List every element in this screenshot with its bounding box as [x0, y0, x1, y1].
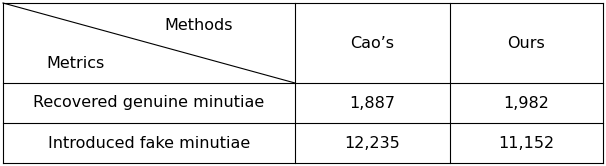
Text: Ours: Ours [508, 36, 545, 50]
Text: 1,982: 1,982 [504, 95, 550, 111]
Text: Introduced fake minutiae: Introduced fake minutiae [48, 135, 250, 151]
Text: Recovered genuine minutiae: Recovered genuine minutiae [33, 95, 265, 111]
Text: Metrics: Metrics [47, 55, 105, 71]
Text: 11,152: 11,152 [499, 135, 554, 151]
Text: Methods: Methods [164, 18, 233, 33]
Text: 12,235: 12,235 [345, 135, 401, 151]
Text: Cao’s: Cao’s [350, 36, 395, 50]
Text: 1,887: 1,887 [350, 95, 396, 111]
